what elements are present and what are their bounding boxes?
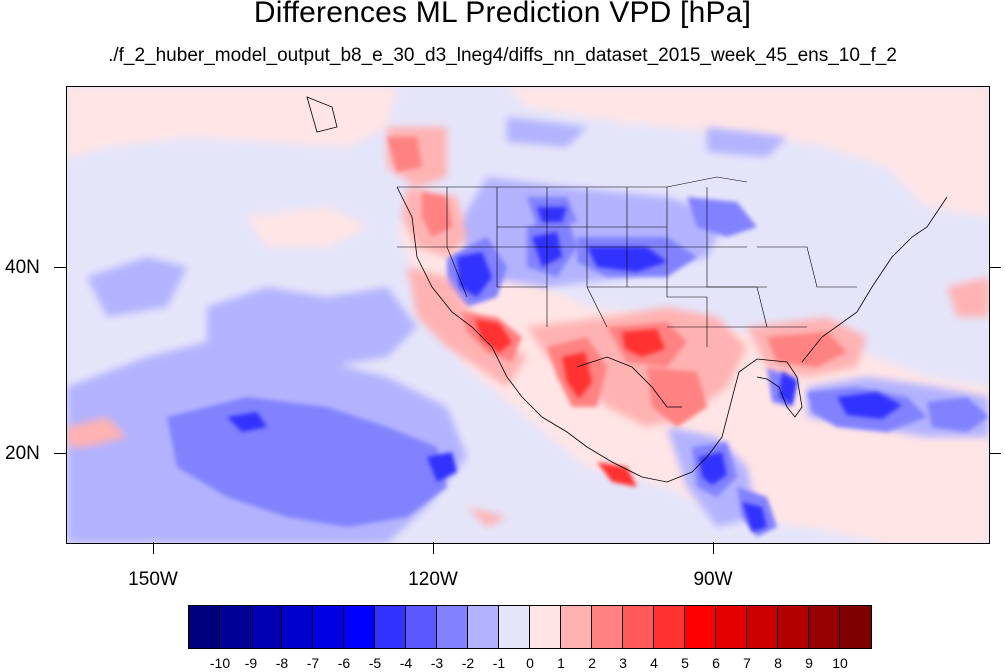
colorbar-tick-label: 0	[526, 655, 534, 671]
colorbar-tick-label: 2	[588, 655, 596, 671]
colorbar-swatch	[809, 606, 840, 648]
colorbar-swatch	[561, 606, 592, 648]
colorbar-swatch	[592, 606, 623, 648]
colorbar-swatch	[499, 606, 530, 648]
x-tick-90w	[713, 542, 714, 554]
colorbar-tick-label: -1	[492, 655, 506, 671]
lat-label-40n: 40N	[5, 257, 40, 278]
colorbar-swatch	[375, 606, 406, 648]
positive-anomaly-core	[475, 319, 665, 487]
colorbar-swatch	[840, 606, 871, 648]
colorbar-swatch	[716, 606, 747, 648]
colorbar-tick-label: -3	[430, 655, 444, 671]
colorbar-tick-label: 8	[774, 655, 782, 671]
colorbar	[188, 605, 872, 649]
colorbar-swatch	[437, 606, 468, 648]
colorbar-swatch	[189, 606, 220, 648]
colorbar-swatch	[344, 606, 375, 648]
y-tick-40n-right	[989, 267, 1001, 268]
colorbar-swatch	[220, 606, 251, 648]
colorbar-tick-label: 4	[650, 655, 658, 671]
map-panel	[66, 86, 990, 544]
colorbar-tick-label: -9	[244, 655, 258, 671]
colorbar-tick-label: -10	[209, 655, 231, 671]
colorbar-swatch	[685, 606, 716, 648]
colorbar-swatch	[778, 606, 809, 648]
colorbar-tick-label: 9	[805, 655, 813, 671]
colorbar-tick-label: -4	[399, 655, 413, 671]
colorbar-swatch	[313, 606, 344, 648]
y-tick-40n	[54, 267, 66, 268]
coastline	[306, 96, 948, 483]
y-tick-20n	[54, 453, 66, 454]
colorbar-swatch	[406, 606, 437, 648]
lon-label-90w: 90W	[693, 569, 733, 590]
colorbar-tick-label: 10	[832, 655, 848, 671]
colorbar-swatch	[623, 606, 654, 648]
chart-subtitle: ./f_2_huber_model_output_b8_e_30_d3_lneg…	[108, 45, 897, 66]
colorbar-tick-label: 5	[681, 655, 689, 671]
x-tick-120w	[433, 542, 434, 554]
y-tick-20n-right	[989, 453, 1001, 454]
colorbar-swatch	[251, 606, 282, 648]
colorbar-tick-label: -2	[461, 655, 475, 671]
colorbar-swatch	[747, 606, 778, 648]
state-borders	[397, 176, 857, 347]
colorbar-tick-label: -7	[306, 655, 320, 671]
colorbar-tick-label: -5	[368, 655, 382, 671]
lat-label-20n: 20N	[5, 443, 40, 464]
colorbar-tick-label: -6	[337, 655, 351, 671]
colorbar-tick-label: 6	[712, 655, 720, 671]
colorbar-swatch	[654, 606, 685, 648]
x-tick-150w	[153, 542, 154, 554]
lon-label-120w: 120W	[408, 569, 458, 590]
colorbar-tick-label: 1	[557, 655, 565, 671]
colorbar-tick-label: -8	[275, 655, 289, 671]
colorbar-swatch	[468, 606, 499, 648]
colorbar-tick-label: 7	[743, 655, 751, 671]
vpd-difference-map	[67, 87, 989, 543]
chart-title: Differences ML Prediction VPD [hPa]	[253, 0, 752, 29]
colorbar-swatch	[282, 606, 313, 648]
colorbar-tick-label: 3	[619, 655, 627, 671]
colorbar-swatch	[530, 606, 561, 648]
lon-label-150w: 150W	[128, 569, 178, 590]
